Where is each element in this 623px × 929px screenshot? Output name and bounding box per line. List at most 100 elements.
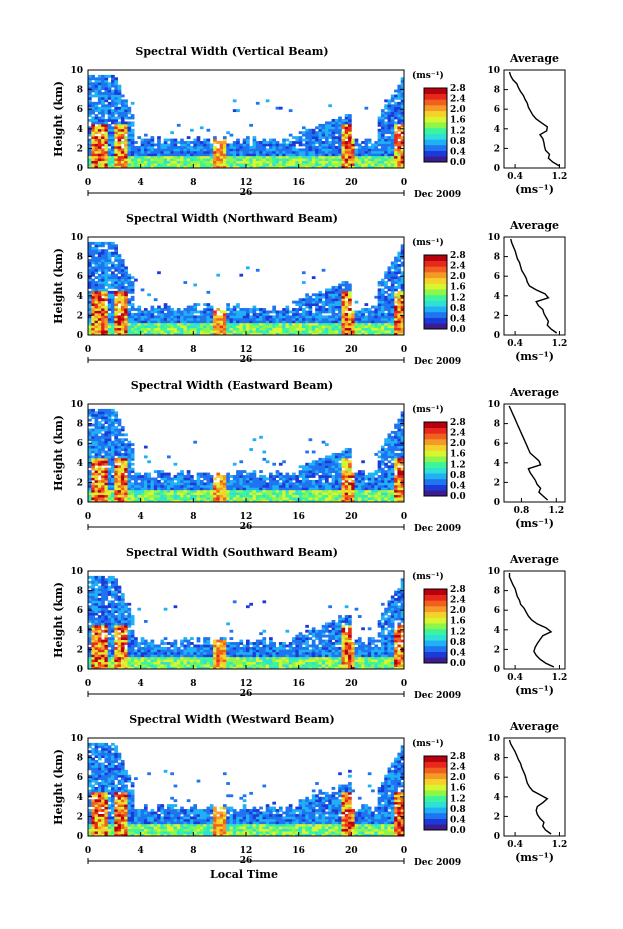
heatmap-cell <box>321 131 326 135</box>
heatmap-cell <box>157 320 161 324</box>
heatmap-cell <box>94 310 99 314</box>
heatmap-cell <box>199 494 204 498</box>
heatmap-cell <box>305 494 309 498</box>
heatmap-cell <box>367 489 372 493</box>
heatmap-cell <box>101 160 105 164</box>
heatmap-cell <box>107 322 112 326</box>
heatmap-cell <box>328 472 332 476</box>
heatmap-cell <box>107 92 112 95</box>
heatmap-cell <box>130 470 135 473</box>
heatmap-cell <box>262 475 267 478</box>
heatmap-cell <box>341 136 346 139</box>
heatmap-cell <box>196 330 201 333</box>
heatmap-cell <box>246 163 250 166</box>
heatmap-cell <box>331 305 336 309</box>
heatmap-cell <box>384 303 388 306</box>
heatmap-cell <box>328 310 332 314</box>
heatmap-cell <box>292 160 296 164</box>
heatmap-cell <box>134 487 138 491</box>
heatmap-cell <box>387 131 392 135</box>
heatmap-cell <box>390 290 395 294</box>
heatmap-cell <box>259 320 263 324</box>
heatmap-cell <box>301 489 306 493</box>
heatmap-cell <box>120 448 125 451</box>
heatmap-cell <box>137 165 142 169</box>
heatmap-cell <box>246 320 250 324</box>
heatmap-cell <box>265 494 270 498</box>
heatmap-cell <box>173 499 178 503</box>
heatmap-cell <box>325 330 329 333</box>
heatmap-cell <box>213 312 217 316</box>
heatmap-cell <box>334 487 339 491</box>
heatmap-cell <box>107 114 112 117</box>
heatmap-cell <box>111 96 115 100</box>
heatmap-cell <box>321 145 326 149</box>
heatmap-cell <box>338 477 342 481</box>
heatmap-cell <box>390 448 395 451</box>
heatmap-cell <box>334 128 339 132</box>
heatmap-cell <box>88 330 92 333</box>
heatmap-cell <box>193 332 198 336</box>
heatmap-cell <box>127 470 132 473</box>
heatmap-cell <box>114 246 119 250</box>
heatmap-cell <box>114 460 119 464</box>
heatmap-cell <box>186 484 191 488</box>
heatmap-cell <box>278 150 283 154</box>
heatmap-cell <box>249 317 253 321</box>
heatmap-cell <box>364 155 369 159</box>
heatmap-cell <box>301 317 306 321</box>
heatmap-cell <box>130 138 135 142</box>
heatmap-cell <box>344 332 349 336</box>
heatmap-cell <box>311 479 316 483</box>
heatmap-cell <box>275 499 280 503</box>
heatmap-cell <box>397 141 402 144</box>
heatmap-cell <box>236 310 240 314</box>
heatmap-cell <box>190 158 194 162</box>
heatmap-cell <box>387 286 392 289</box>
heatmap-cell <box>354 317 359 321</box>
heatmap-cell <box>380 281 385 284</box>
heatmap-cell <box>88 143 92 147</box>
heatmap-cell <box>325 288 329 292</box>
heatmap-cell <box>219 310 224 314</box>
heatmap-cell <box>196 327 201 331</box>
heatmap-cell <box>295 322 300 326</box>
heatmap-cell <box>117 138 122 142</box>
heatmap-cell <box>176 327 181 331</box>
heatmap-cell <box>364 153 369 157</box>
heatmap-cell <box>97 150 102 154</box>
heatmap-cell <box>311 317 316 321</box>
heatmap-cell <box>117 109 122 113</box>
heatmap-cell <box>246 136 250 139</box>
heatmap-cell <box>232 148 237 152</box>
heatmap-cell <box>209 145 214 149</box>
heatmap-cell <box>325 327 329 331</box>
heatmap-cell <box>344 494 349 498</box>
heatmap-cell <box>130 305 135 309</box>
heatmap-cell <box>176 160 181 164</box>
heatmap-cell <box>397 482 402 486</box>
heatmap-cell <box>101 121 105 125</box>
heatmap-cell <box>88 150 92 154</box>
heatmap-cell <box>259 332 263 336</box>
average-y-tick-label: 8 <box>494 253 500 263</box>
heatmap-cell <box>107 499 112 503</box>
heatmap-cell <box>101 114 105 117</box>
heatmap-cell <box>101 263 105 267</box>
heatmap-cell <box>97 82 102 86</box>
heatmap-cell <box>124 303 128 306</box>
heatmap-cell <box>311 497 316 500</box>
heatmap-cell <box>130 312 135 316</box>
heatmap-cell <box>127 163 132 166</box>
heatmap-cell <box>206 477 211 481</box>
heatmap-cell <box>384 308 388 311</box>
colorbar-swatch <box>424 277 447 284</box>
heatmap-cell <box>328 315 332 319</box>
heatmap-cell <box>380 445 385 449</box>
heatmap-cell <box>120 290 125 294</box>
heatmap-cell <box>357 320 362 324</box>
heatmap-cell <box>338 455 342 459</box>
heatmap-cell <box>371 165 375 169</box>
heatmap-cell <box>160 487 165 491</box>
heatmap-cell <box>153 150 158 154</box>
